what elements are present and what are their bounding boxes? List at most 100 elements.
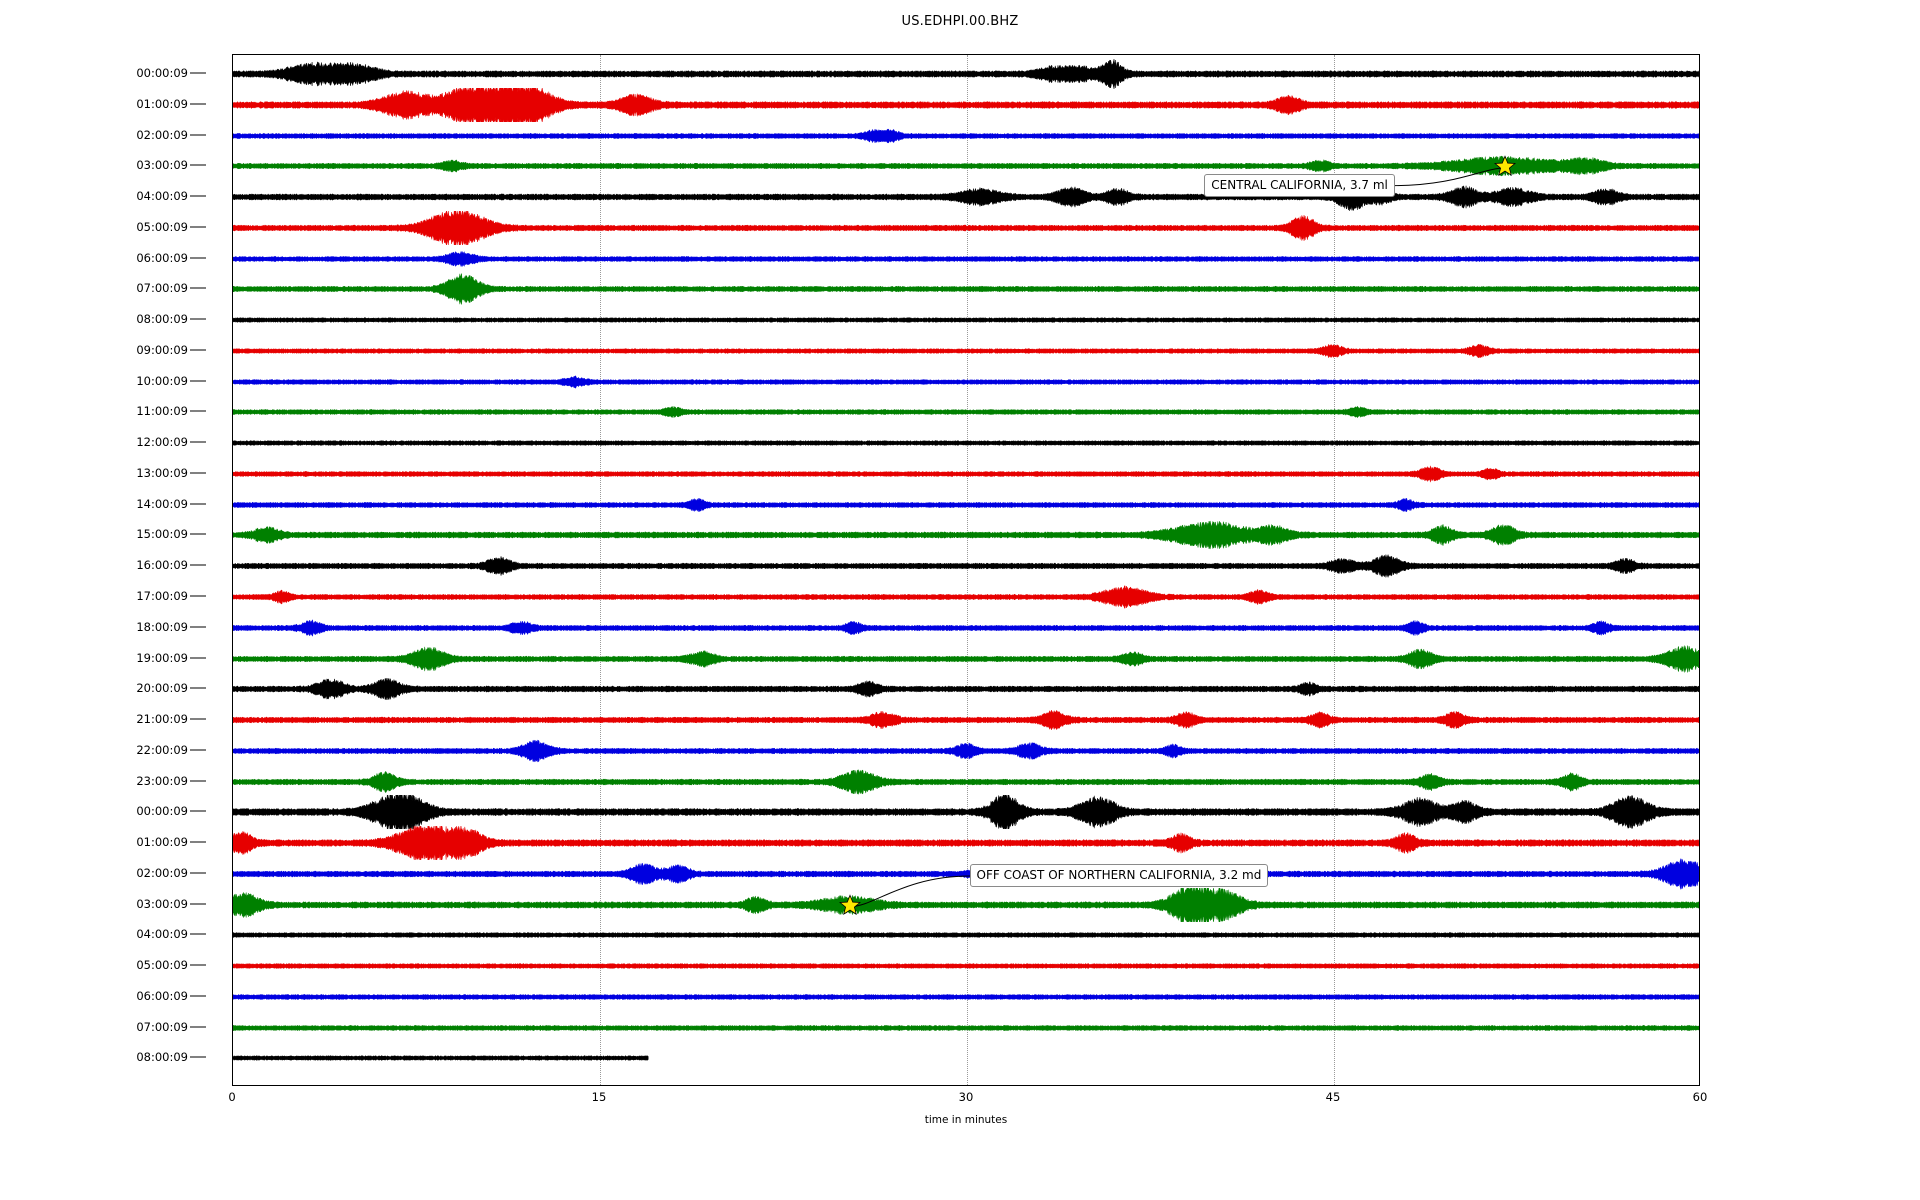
trace-row	[233, 857, 1699, 891]
trace-row	[233, 1041, 1699, 1075]
x-tick-label: 30	[958, 1090, 974, 1104]
y-tick-label: 04:00:09	[136, 189, 188, 204]
y-tick-label: 01:00:09	[136, 835, 188, 850]
y-tick-mark	[190, 503, 206, 505]
y-tick-mark	[190, 287, 206, 289]
seismic-trace	[233, 826, 1699, 861]
y-tick-label: 20:00:09	[136, 681, 188, 696]
y-tick-mark	[190, 72, 206, 74]
trace-row	[233, 642, 1699, 676]
y-tick-label: 02:00:09	[136, 127, 188, 142]
trace-row	[233, 1011, 1699, 1045]
seismic-trace	[233, 1011, 1699, 1045]
y-tick-label: 02:00:09	[136, 865, 188, 880]
y-tick-label: 05:00:09	[136, 219, 188, 234]
y-tick-mark	[190, 964, 206, 966]
y-tick-label: 09:00:09	[136, 342, 188, 357]
seismic-trace	[233, 395, 1699, 429]
x-tick-label: 45	[1325, 1090, 1341, 1104]
trace-rows	[233, 55, 1699, 1085]
y-tick-label: 03:00:09	[136, 896, 188, 911]
y-tick-label: 07:00:09	[136, 281, 188, 296]
trace-row	[233, 826, 1699, 861]
y-tick-label: 18:00:09	[136, 619, 188, 634]
y-tick-mark	[190, 841, 206, 843]
seismic-trace	[233, 549, 1699, 583]
y-tick-label: 07:00:09	[136, 1019, 188, 1034]
y-tick-label: 11:00:09	[136, 404, 188, 419]
y-tick-label: 00:00:09	[136, 804, 188, 819]
trace-row	[233, 580, 1699, 614]
y-tick-mark	[190, 718, 206, 720]
y-tick-label: 08:00:09	[136, 312, 188, 327]
y-tick-mark	[190, 164, 206, 166]
seismic-trace	[233, 518, 1699, 552]
y-tick-label: 17:00:09	[136, 588, 188, 603]
y-tick-mark	[190, 626, 206, 628]
seismic-trace	[233, 795, 1699, 830]
y-tick-label: 00:00:09	[136, 66, 188, 81]
trace-row	[233, 611, 1699, 645]
seismic-trace	[233, 303, 1699, 337]
y-tick-mark	[190, 257, 206, 259]
seismic-trace	[233, 365, 1699, 399]
event-label: CENTRAL CALIFORNIA, 3.7 ml	[1204, 174, 1395, 198]
y-tick-mark	[190, 564, 206, 566]
x-axis-tick-labels: 0 15 30 45 60	[228, 1090, 1707, 1110]
y-tick-label: 16:00:09	[136, 558, 188, 573]
y-tick-label: 03:00:09	[136, 158, 188, 173]
seismic-trace	[233, 703, 1699, 737]
y-tick-label: 19:00:09	[136, 650, 188, 665]
seismic-trace	[233, 87, 1699, 122]
trace-row	[233, 210, 1699, 245]
trace-row	[233, 488, 1699, 522]
y-tick-mark	[190, 903, 206, 905]
trace-row	[233, 765, 1699, 799]
trace-row	[233, 734, 1699, 768]
y-tick-mark	[190, 533, 206, 535]
y-tick-label: 08:00:09	[136, 1050, 188, 1065]
trace-row	[233, 334, 1699, 368]
gridline-minute-15	[600, 55, 601, 1085]
event-label: OFF COAST OF NORTHERN CALIFORNIA, 3.2 md	[969, 864, 1269, 888]
seismic-trace	[233, 210, 1699, 245]
seismic-trace	[233, 426, 1699, 460]
y-tick-mark	[190, 349, 206, 351]
x-tick-label: 15	[591, 1090, 607, 1104]
y-tick-mark	[190, 441, 206, 443]
seismic-trace	[233, 1041, 1699, 1075]
seismic-trace	[233, 887, 1699, 922]
seismic-trace	[233, 334, 1699, 368]
seismic-trace	[233, 57, 1699, 91]
y-tick-label: 15:00:09	[136, 527, 188, 542]
trace-row	[233, 87, 1699, 122]
y-tick-mark	[190, 226, 206, 228]
seismic-trace	[233, 457, 1699, 491]
gridline-minute-30	[967, 55, 968, 1085]
seismic-trace	[233, 642, 1699, 676]
y-tick-mark	[190, 687, 206, 689]
seismic-trace	[233, 180, 1699, 214]
y-tick-label: 12:00:09	[136, 435, 188, 450]
y-tick-mark	[190, 872, 206, 874]
seismic-trace	[233, 765, 1699, 799]
trace-row	[233, 119, 1699, 153]
trace-row	[233, 180, 1699, 214]
seismic-trace	[233, 980, 1699, 1014]
page-title: US.EDHPI.00.BHZ	[901, 14, 1019, 29]
trace-row	[233, 949, 1699, 983]
y-axis-tick-labels: 00:00:09 01:00:09 02:00:09 03:00:09 04:00:09…	[0, 54, 232, 1086]
y-tick-mark	[190, 195, 206, 197]
seismic-trace	[233, 119, 1699, 153]
seismic-trace	[233, 272, 1699, 306]
y-tick-label: 06:00:09	[136, 988, 188, 1003]
y-tick-mark	[190, 933, 206, 935]
seismic-trace	[233, 611, 1699, 645]
trace-row	[233, 672, 1699, 706]
trace-row	[233, 549, 1699, 583]
seismic-trace	[233, 672, 1699, 706]
y-tick-label: 22:00:09	[136, 742, 188, 757]
plot-area: CENTRAL CALIFORNIA, 3.7 ml OFF COAST OF N…	[232, 54, 1700, 1086]
y-tick-mark	[190, 1026, 206, 1028]
